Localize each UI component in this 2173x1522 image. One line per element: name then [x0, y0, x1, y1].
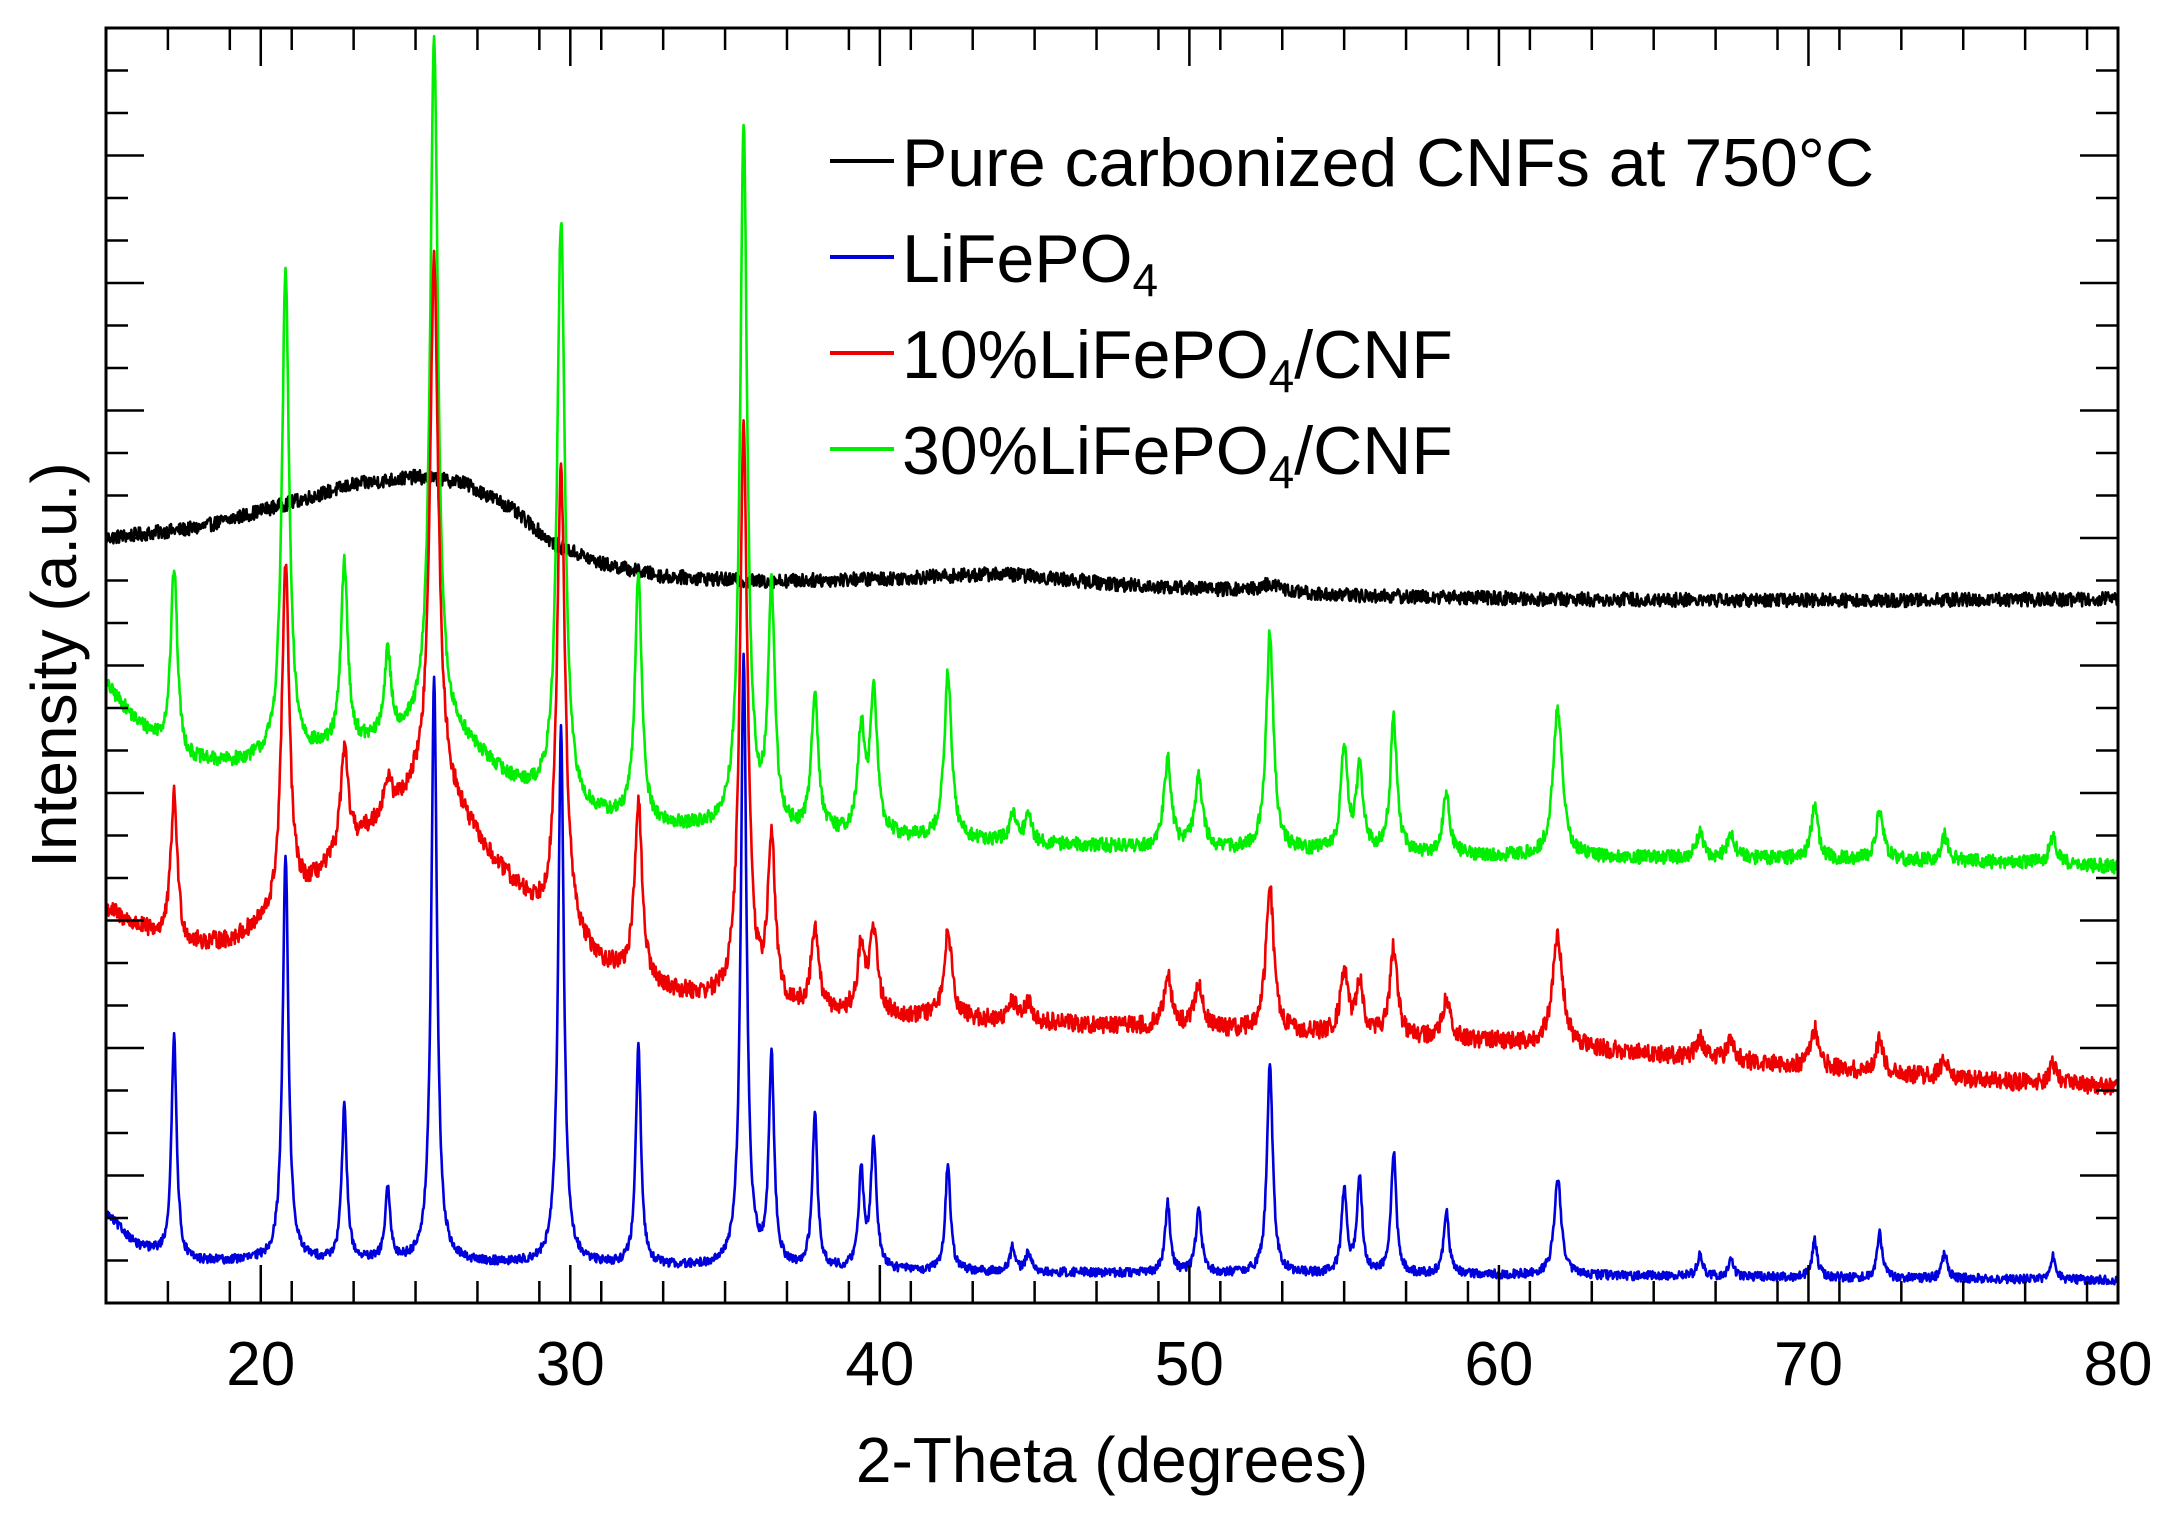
series-line-lfp [104, 652, 2119, 1286]
x-tick-label: 40 [845, 1330, 914, 1399]
x-tick-label: 80 [2084, 1330, 2153, 1399]
legend-label-lfp: LiFePO4 [902, 221, 1158, 306]
plot-frame [104, 26, 2120, 1305]
series-line-lfp10 [104, 249, 2119, 1096]
legend-label-lfp10: 10%LiFePO4/CNF [902, 317, 1453, 402]
y-axis-title: Intensity (a.u.) [18, 462, 90, 868]
legend-label-lfp30: 30%LiFePO4/CNF [902, 413, 1453, 498]
x-tick-label: 30 [536, 1330, 605, 1399]
legend-label-cnf: Pure carbonized CNFs at 750°C [902, 125, 1874, 201]
x-tick-labels: 20 30 40 50 60 70 80 [226, 1330, 2152, 1399]
x-tick-label: 20 [226, 1330, 295, 1399]
legend: Pure carbonized CNFs at 750°C LiFePO4 10%L… [830, 125, 1874, 498]
x-tick-label: 50 [1155, 1330, 1224, 1399]
x-tick-label: 70 [1774, 1330, 1843, 1399]
series-line-lfp30 [104, 34, 2119, 875]
x-tick-label: 60 [1464, 1330, 1533, 1399]
series-layer [104, 34, 2119, 1286]
x-axis-title: 2-Theta (degrees) [856, 1424, 1368, 1496]
